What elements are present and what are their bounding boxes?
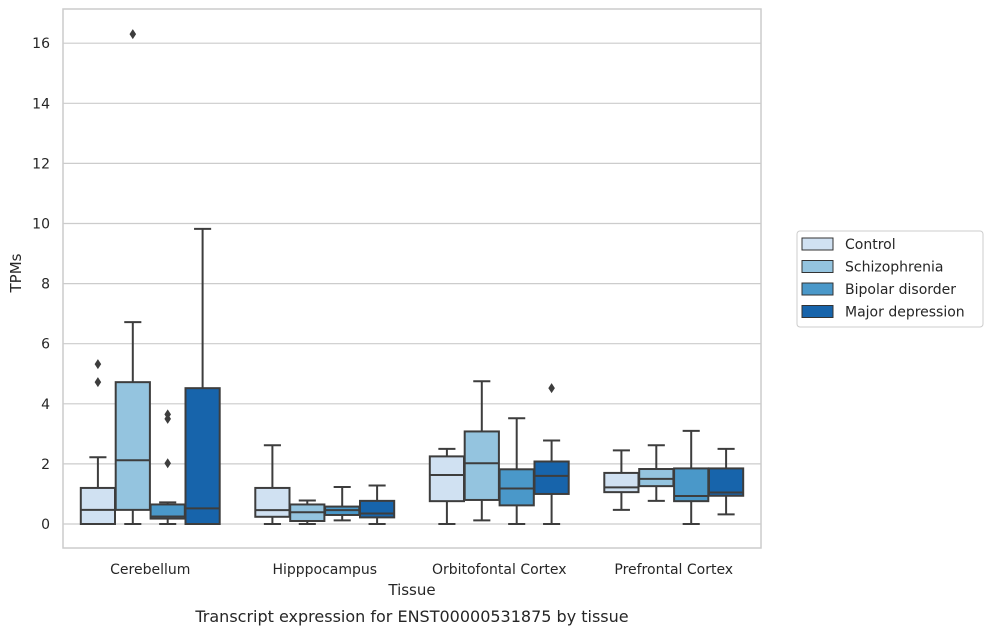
y-tick-label: 4 [41,397,50,413]
y-tick-label: 12 [32,156,50,172]
y-axis-ticks: 0 2 4 6 8 10 12 14 16 [32,36,50,533]
y-tick-label: 16 [32,36,50,52]
x-tick-label: Orbitofontal Cortex [432,562,567,578]
box [533,460,570,495]
box [498,468,535,507]
outlier-point [548,383,555,394]
outlier-point [94,359,102,370]
box [114,381,151,511]
legend-label: Bipolar disorder [845,282,956,298]
box [463,430,500,501]
series-bipolar-disorder [149,409,710,525]
legend-frame [796,230,984,328]
legend-label: Major depression [845,305,965,321]
box [428,455,466,503]
y-axis-label: TPMs [7,253,25,293]
y-tick-label: 14 [32,96,50,112]
legend-label: Schizophrenia [845,260,943,276]
x-tick-label: Hipppocampus [272,562,377,578]
box [79,486,117,526]
grid-lines [63,42,761,525]
box [638,468,675,488]
box-series [79,29,745,526]
box [254,486,291,518]
outlier-point [94,377,102,388]
outlier-point [164,458,171,469]
series-schizophrenia [114,29,675,525]
box [603,471,640,494]
legend-swatch [801,282,834,296]
legend-swatch [801,305,834,318]
y-tick-label: 10 [32,217,50,233]
series-control [79,359,640,526]
legend: Control Schizophrenia Bipolar disorder Majo… [796,230,984,328]
outlier-point [164,409,171,420]
legend-label: Control [845,237,896,253]
box [184,387,221,526]
x-axis-label: Tissue [387,581,435,599]
box [358,499,396,519]
plot-frame [62,8,762,549]
y-tick-label: 0 [41,517,50,533]
box [707,467,745,497]
series-major-depression [184,227,745,526]
x-axis-ticks: Cerebellum Hipppocampus Orbitofontal Corte… [110,562,733,578]
outlier-point [129,29,137,40]
legend-swatch [801,237,834,251]
x-tick-label: Prefrontal Cortex [614,562,733,578]
y-tick-label: 8 [41,277,50,293]
x-tick-label: Cerebellum [110,562,190,578]
legend-swatch [801,260,834,273]
chart-title: Transcript expression for ENST0000053187… [194,607,628,626]
y-tick-label: 6 [41,337,50,353]
y-tick-label: 2 [41,457,50,473]
